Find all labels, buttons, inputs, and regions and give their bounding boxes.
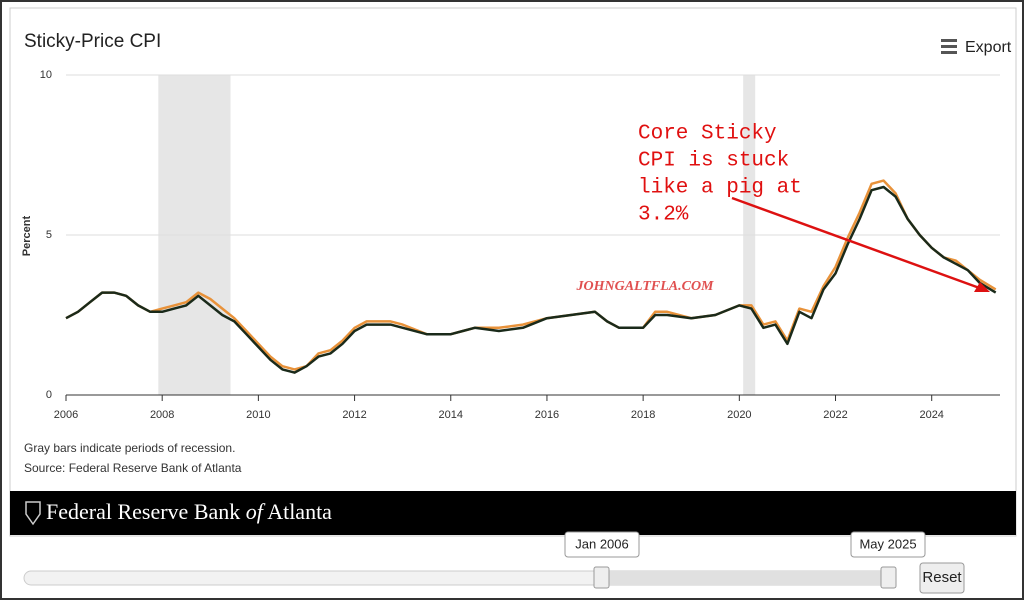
export-label[interactable]: Export xyxy=(965,39,1012,56)
reset-box[interactable] xyxy=(919,562,965,594)
navigator-range xyxy=(601,571,889,585)
x-tick-label: 2018 xyxy=(631,409,655,421)
x-tick-label: 2022 xyxy=(823,409,847,421)
menu-icon xyxy=(941,45,957,48)
arrow-head xyxy=(974,282,990,292)
y-tick-label: 0 xyxy=(46,389,52,401)
y-tick-label: 5 xyxy=(46,229,52,241)
footer-part: of xyxy=(246,499,266,524)
series-line xyxy=(65,185,997,374)
reset-label[interactable]: Reset xyxy=(922,569,962,586)
chart: 0 5 10 2006 2008 2010 2012 2014 2016 2018 2020 2022… xyxy=(40,69,1000,421)
annotation: 3.2% xyxy=(638,204,689,227)
end-label-box xyxy=(850,531,926,558)
y-tick-label: 10 xyxy=(40,69,52,81)
annotation: like a pig at xyxy=(638,177,802,200)
menu-icon xyxy=(941,51,957,54)
x-tick-label: 2016 xyxy=(535,409,559,421)
end-label: May 2025 xyxy=(859,536,916,551)
chart-title: Sticky-Price CPI xyxy=(24,31,161,52)
start-label: Jan 2006 xyxy=(575,536,629,551)
reset-button[interactable]: Reset xyxy=(919,562,965,594)
footer-text: Federal Reserve Bank of Atlanta xyxy=(46,499,332,524)
menu-icon xyxy=(941,39,957,42)
x-tick-label: 2006 xyxy=(54,409,78,421)
annotation-arrow xyxy=(731,196,986,292)
x-tick-label: 2014 xyxy=(439,409,463,421)
watermark: JOHNGALTFLA.COM xyxy=(575,279,714,294)
footer-bar xyxy=(10,491,1016,535)
note: Gray bars indicate periods of recession. xyxy=(24,441,235,455)
annotation: Core Sticky xyxy=(638,123,777,146)
series-line xyxy=(65,179,997,371)
start-label-box xyxy=(564,531,640,558)
footer-part: Atlanta xyxy=(267,499,332,524)
export-button[interactable]: Export xyxy=(941,39,1012,56)
x-tick-label: 2008 xyxy=(150,409,174,421)
y-axis-label: Percent xyxy=(21,215,33,256)
x-tick-label: 2024 xyxy=(919,409,943,421)
footer-part: Federal Reserve Bank xyxy=(46,499,240,524)
navigator-handle[interactable] xyxy=(593,566,610,589)
x-tick-label: 2012 xyxy=(342,409,366,421)
navigator-handle[interactable] xyxy=(880,566,897,589)
x-tick-label: 2010 xyxy=(246,409,270,421)
logo xyxy=(25,501,41,526)
note: Source: Federal Reserve Bank of Atlanta xyxy=(24,461,242,475)
x-tick-label: 2020 xyxy=(727,409,751,421)
annotation: CPI is stuck xyxy=(638,150,789,173)
